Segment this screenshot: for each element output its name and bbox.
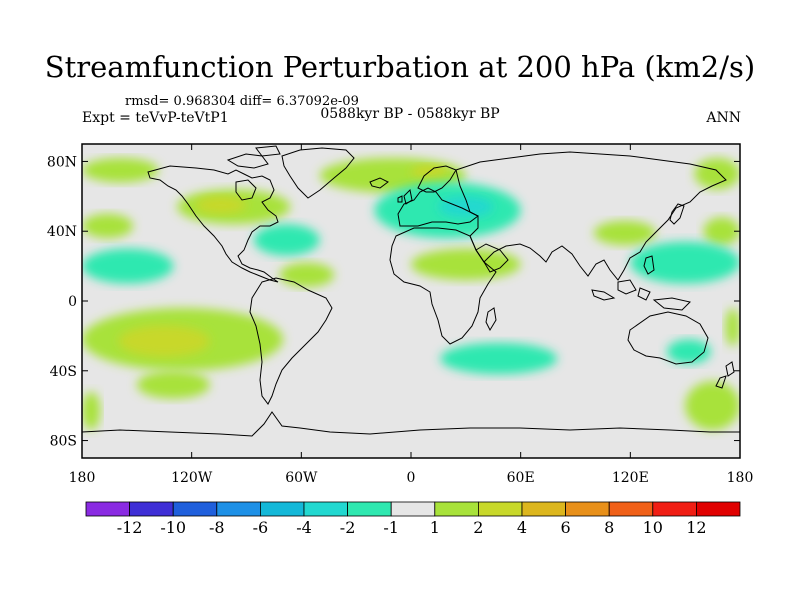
field-anomaly-11 (411, 248, 521, 281)
colorbar-label-6: -1 (383, 518, 399, 537)
colorbar-box-10 (521, 501, 566, 517)
coastline-philippines (643, 255, 655, 275)
x-tick-label-1: 120W (171, 470, 213, 486)
colorbar-label-13: 12 (686, 518, 706, 537)
field-anomaly-18 (440, 342, 558, 375)
colorbar-box-1 (129, 501, 174, 517)
coastline-arabia (475, 243, 509, 273)
field-anomaly-22 (82, 391, 101, 431)
colorbar-box-12 (608, 501, 654, 517)
field-anomaly-23 (685, 381, 740, 431)
colorbar-label-1: -10 (160, 518, 186, 537)
field-anomaly-9 (82, 248, 174, 284)
coastline-hudson-bay (235, 179, 257, 201)
colorbar-label-11: 8 (604, 518, 614, 537)
field-anomaly-15 (630, 241, 740, 284)
x-tick-label-2: 60W (285, 470, 318, 486)
x-tick-label-5: 120E (612, 470, 649, 486)
coastline-north-america (147, 165, 279, 283)
experiment-label: Expt = teVvP-teVtP1 (82, 110, 229, 126)
colorbar-box-4 (259, 501, 305, 517)
x-tick-label-6: 180 (727, 470, 754, 486)
x-tick-label-0: 180 (69, 470, 96, 486)
coastline-europe (397, 187, 479, 227)
colorbar-box-2 (172, 501, 218, 517)
colorbar-label-10: 6 (561, 518, 571, 537)
coastline-iceland (369, 177, 389, 189)
y-tick-label-1: 40N (47, 224, 77, 240)
period-label: 0588kyr BP - 0588kyr BP (320, 106, 500, 122)
y-tick-label-4: 80S (50, 434, 77, 450)
colorbar-box-6 (347, 501, 392, 517)
coastline-scandinavia (417, 165, 457, 193)
colorbar-box-3 (216, 501, 261, 517)
colorbar-box-0 (85, 501, 130, 517)
coastline-arctic-islands (226, 145, 281, 169)
field-anomaly-14 (703, 217, 740, 246)
colorbar: -12 -10 -8 -6 -4 -2 -1 1 2 4 6 8 10 12 (85, 501, 741, 537)
field-anomaly-12 (593, 220, 656, 246)
colorbar-box-14 (696, 501, 741, 517)
colorbar-label-4: -4 (296, 518, 312, 537)
field-layer (82, 157, 740, 431)
colorbar-label-5: -2 (340, 518, 356, 537)
coastline-australia (627, 311, 709, 365)
field-anomaly-2 (195, 196, 247, 214)
stats-label: rmsd= 0.968304 diff= 6.37092e-09 (125, 94, 359, 109)
field-anomaly-19 (725, 307, 740, 347)
colorbar-box-8 (434, 501, 479, 517)
y-tick-label-3: 40S (50, 364, 77, 380)
coastline-greenland (281, 147, 355, 199)
field-anomaly-17 (118, 325, 210, 357)
chart-title: Streamfunction Perturbation at 200 hPa (… (44, 50, 756, 84)
coastline-africa (389, 227, 497, 345)
field-anomaly-8 (82, 213, 134, 239)
coastline-indonesia (591, 279, 691, 311)
field-anomaly-20 (666, 339, 711, 364)
colorbar-box-9 (477, 501, 523, 517)
colorbar-box-13 (652, 501, 697, 517)
y-tick-label-0: 80N (47, 154, 77, 170)
field-anomaly-7 (253, 224, 320, 256)
x-tick-label-3: 0 (407, 470, 416, 486)
coastline-japan (669, 203, 685, 225)
field-anomaly-10 (279, 262, 335, 288)
field-anomaly-0 (82, 157, 159, 183)
colorbar-label-8: 2 (473, 518, 483, 537)
colorbar-label-3: -6 (253, 518, 269, 537)
coastline-british-isles (397, 188, 413, 205)
colorbar-box-11 (565, 501, 610, 517)
y-axis: 80N 40N 0 40S 80S (47, 154, 740, 450)
field-anomaly-6 (438, 196, 494, 218)
colorbar-label-0: -12 (117, 518, 143, 537)
colorbar-box-5 (303, 501, 348, 517)
colorbar-label-2: -8 (209, 518, 225, 537)
colorbar-box-7 (390, 501, 436, 517)
y-tick-label-2: 0 (68, 294, 77, 310)
colorbar-label-12: 10 (643, 518, 663, 537)
colorbar-label-9: 4 (517, 518, 527, 537)
field-anomaly-21 (136, 370, 210, 399)
coastline-south-america (249, 277, 333, 405)
coastline-new-zealand (715, 361, 735, 389)
coastline-antarctica (82, 411, 740, 437)
season-label: ANN (706, 110, 741, 126)
x-axis: 180 120W 60W 0 60E 120E 180 (69, 144, 754, 486)
coastline-madagascar (485, 307, 497, 332)
colorbar-label-7: 1 (430, 518, 440, 537)
x-tick-label-4: 60E (507, 470, 535, 486)
field-anomaly-13 (694, 157, 740, 190)
coastlines (82, 145, 740, 437)
